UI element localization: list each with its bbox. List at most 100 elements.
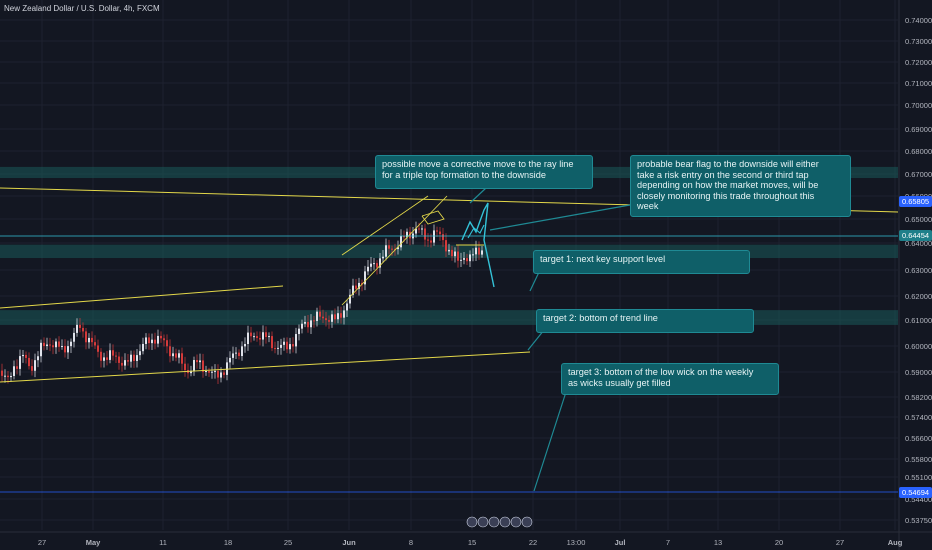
candle-body: [151, 339, 153, 344]
candle-body: [205, 371, 207, 373]
candle-body: [196, 360, 198, 363]
candle-body: [193, 360, 195, 371]
candle-body: [154, 339, 156, 344]
candle-body: [106, 357, 108, 360]
candle-body: [43, 342, 45, 347]
candle-body: [433, 230, 435, 243]
candle-body: [214, 370, 216, 372]
candle-body: [121, 362, 123, 366]
candle-body: [19, 356, 21, 369]
event-flag-icon: [499, 516, 511, 528]
candle-body: [466, 258, 468, 262]
candle-body: [445, 240, 447, 252]
candle-body: [94, 342, 96, 346]
event-flag-icon: [510, 516, 522, 528]
price-tick-label: 0.62000: [905, 292, 932, 301]
candle-body: [235, 352, 237, 354]
callout-target-3[interactable]: target 3: bottom of the low wick on the …: [561, 363, 779, 395]
candle-body: [370, 263, 372, 267]
candle-body: [418, 228, 420, 230]
candle-body: [442, 234, 444, 241]
candle-body: [13, 366, 15, 376]
candle-body: [7, 375, 9, 378]
candle-body: [40, 342, 42, 357]
event-flag-icon: [488, 516, 500, 528]
candle-body: [451, 249, 453, 257]
candle-body: [376, 263, 378, 268]
candle-body: [382, 256, 384, 259]
candle-body: [70, 341, 72, 347]
price-tick-label: 0.60000: [905, 342, 932, 351]
candle-body: [34, 360, 36, 371]
candle-body: [55, 341, 57, 348]
candle-body: [181, 353, 183, 364]
zone-band: [0, 310, 898, 325]
candle-body: [319, 311, 321, 317]
candle-body: [10, 375, 12, 378]
candle-body: [463, 258, 465, 260]
pointer-callout-2: [489, 204, 631, 231]
candle-body: [220, 372, 222, 378]
candle-body: [340, 313, 342, 318]
candle-body: [283, 341, 285, 345]
candle-body: [250, 332, 252, 337]
candle-body: [142, 343, 144, 352]
pointer-callout-4: [527, 329, 545, 351]
candle-body: [67, 346, 69, 353]
candle-body: [22, 354, 24, 357]
price-tag-upper: 0.65805: [899, 196, 932, 207]
candle-body: [454, 251, 456, 257]
trend-drawings: [0, 187, 899, 528]
callout-target-2[interactable]: target 2: bottom of trend line: [536, 309, 754, 333]
symbol-title: New Zealand Dollar / U.S. Dollar, 4h, FX…: [4, 4, 160, 13]
candle-body: [112, 350, 114, 356]
candle-body: [403, 235, 405, 238]
candle-body: [211, 371, 213, 373]
candle-body: [217, 370, 219, 378]
candle-body: [310, 320, 312, 328]
callout-bear-flag[interactable]: probable bear flag to the downside will …: [630, 155, 851, 217]
channel-upper-line: [341, 195, 429, 256]
time-tick-label: 7: [666, 538, 670, 547]
candle-body: [229, 357, 231, 363]
candle-body: [253, 336, 255, 338]
price-tick-label: 0.64000: [905, 239, 932, 248]
candle-body: [79, 324, 81, 328]
candle-body: [139, 351, 141, 356]
candle-body: [292, 344, 294, 347]
candle-body: [358, 282, 360, 289]
candle-body: [343, 310, 345, 318]
candle-body: [298, 328, 300, 335]
candle-body: [334, 314, 336, 320]
candle-body: [421, 228, 423, 230]
candle-body: [148, 337, 150, 344]
candle-body: [88, 337, 90, 343]
candle-body: [244, 344, 246, 347]
candle-body: [325, 318, 327, 321]
candle-body: [73, 332, 75, 342]
candle-body: [439, 231, 441, 235]
candle-body: [1, 370, 3, 376]
price-tick-label: 0.65000: [905, 215, 932, 224]
candle-body: [457, 251, 459, 261]
candle-body: [115, 355, 117, 357]
time-tick-label: 20: [775, 538, 783, 547]
candlestick-series: [1, 221, 483, 384]
callout-corrective-move[interactable]: possible move a corrective move to the r…: [375, 155, 593, 189]
candle-body: [28, 357, 30, 367]
candle-body: [133, 354, 135, 361]
price-tick-label: 0.73000: [905, 37, 932, 46]
time-tick-label: 22: [529, 538, 537, 547]
time-tick-label: 27: [836, 538, 844, 547]
price-axis: 0.74000 0.73000 0.72000 0.71000 0.70000 0.690…: [898, 0, 932, 550]
candle-body: [175, 353, 177, 358]
candle-body: [307, 321, 309, 328]
price-tick-label: 0.70000: [905, 101, 932, 110]
time-tick-label: 11: [159, 538, 167, 547]
candle-body: [436, 230, 438, 232]
candle-body: [385, 245, 387, 257]
callout-target-1[interactable]: target 1: next key support level: [533, 250, 750, 274]
price-tick-label: 0.56600: [905, 434, 932, 443]
